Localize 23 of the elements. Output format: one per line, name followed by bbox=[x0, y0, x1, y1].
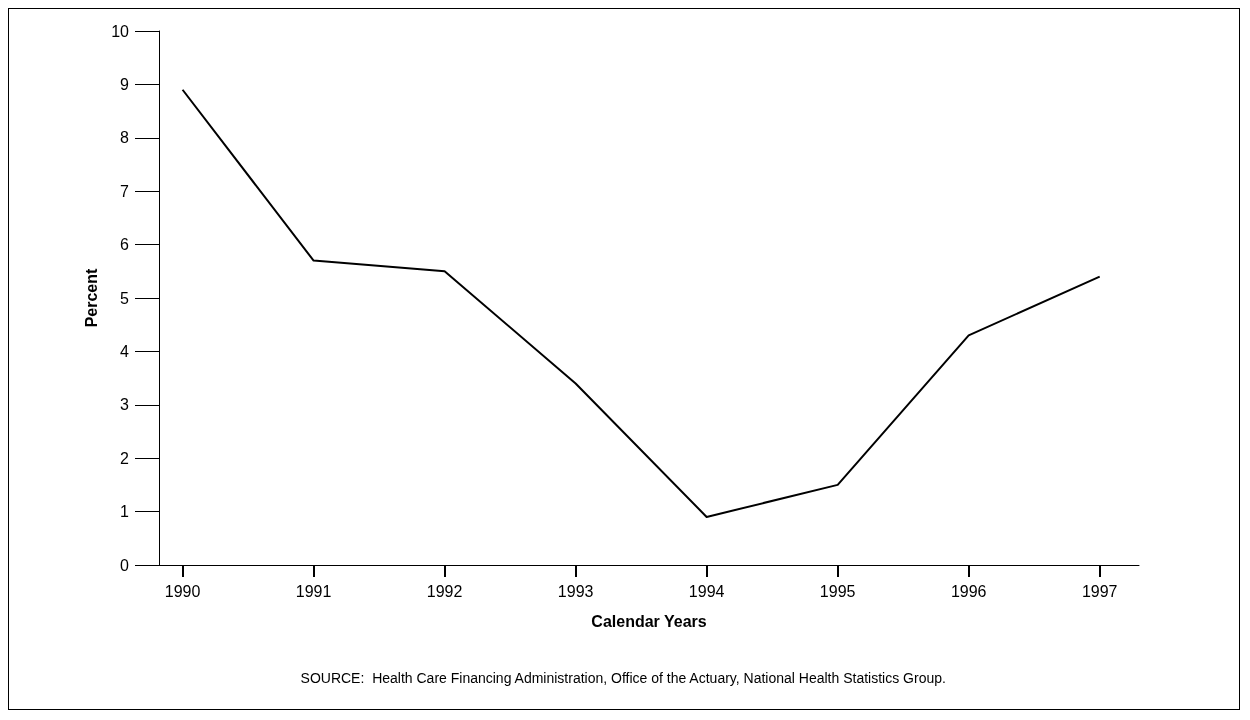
line-series bbox=[181, 88, 1101, 518]
x-axis-title: Calendar Years bbox=[591, 612, 707, 630]
x-tick-label: 1995 bbox=[819, 582, 856, 600]
x-tick-label: 1991 bbox=[295, 582, 332, 600]
source-note: SOURCE: Health Care Financing Administration, Office of the Actuary, National Health Statistics Group. bbox=[300, 670, 946, 686]
x-tick-label: 1993 bbox=[557, 582, 594, 600]
y-tick-label: 5 bbox=[120, 289, 130, 307]
y-tick-label: 7 bbox=[120, 182, 130, 200]
x-tick-label: 1996 bbox=[950, 582, 987, 600]
x-tick-label: 1992 bbox=[426, 582, 463, 600]
y-tick-label: 4 bbox=[120, 342, 130, 360]
x-tick-label: 1994 bbox=[688, 582, 725, 600]
y-tick-label: 9 bbox=[120, 75, 130, 93]
y-axis-title: Percent bbox=[82, 267, 100, 328]
y-tick-label: 1 bbox=[120, 503, 130, 521]
x-tick-label: 1997 bbox=[1081, 582, 1118, 600]
y-tick-label: 0 bbox=[120, 556, 130, 574]
y-tick-label: 8 bbox=[120, 129, 130, 147]
y-tick-label: 3 bbox=[120, 396, 130, 414]
y-tick-label: 6 bbox=[120, 236, 130, 254]
y-tick-label: 10 bbox=[111, 22, 130, 40]
x-tick-label: 1990 bbox=[164, 582, 201, 600]
y-tick-label: 2 bbox=[120, 449, 130, 467]
